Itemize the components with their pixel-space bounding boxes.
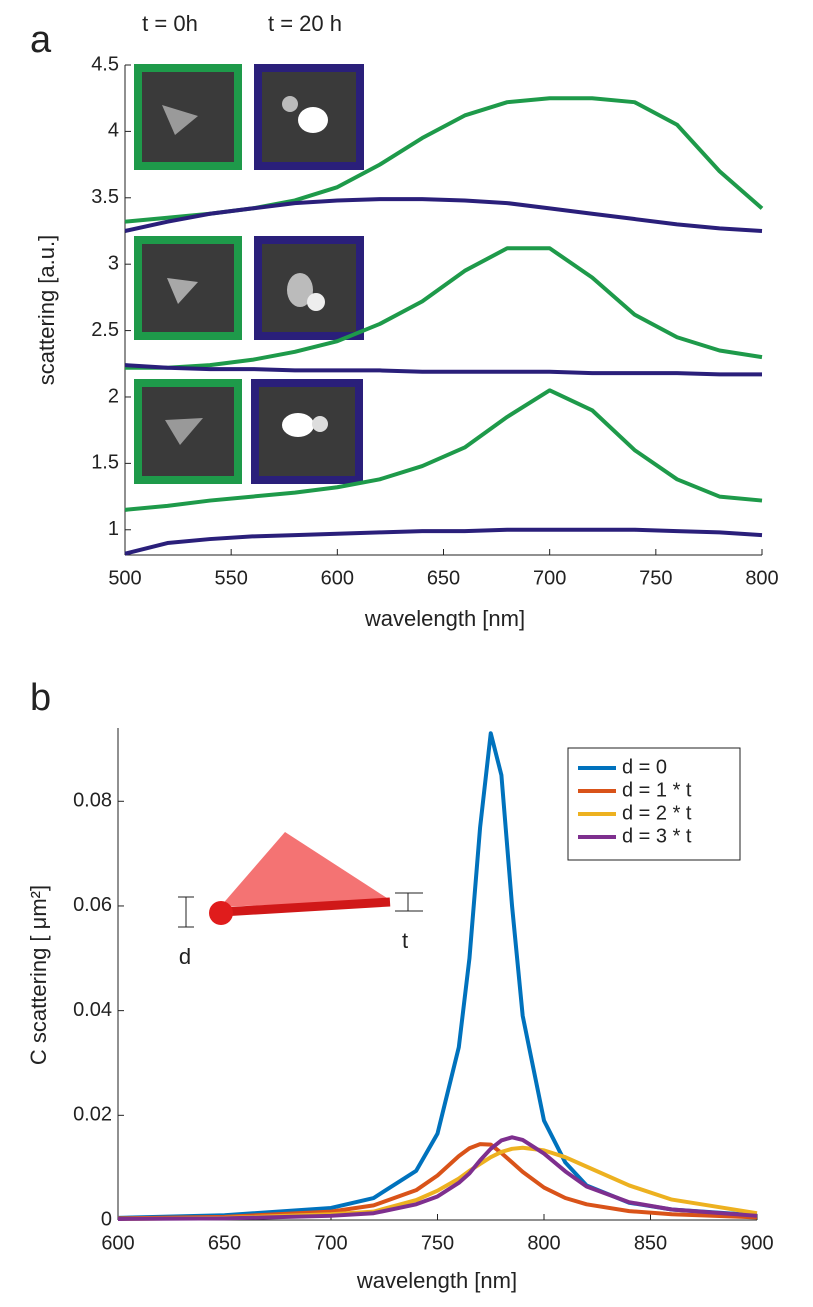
- y-tick-label: 0.06: [73, 894, 112, 916]
- particle: [282, 413, 314, 437]
- t-bracket: [395, 892, 423, 912]
- particle: [165, 418, 203, 445]
- x-tick-label: 750: [421, 1232, 454, 1254]
- x-tick-label: 500: [108, 567, 141, 589]
- line-series: [117, 1135, 758, 1221]
- inset-row: [134, 236, 364, 340]
- panel-label: a: [30, 19, 52, 61]
- annotation: d: [179, 944, 191, 969]
- x-tick-label: 700: [314, 1232, 347, 1254]
- y-tick-label: 0: [101, 1208, 112, 1230]
- line-series: [124, 363, 762, 377]
- line-series: [124, 527, 763, 556]
- legend-label: d = 2 * t: [622, 802, 692, 824]
- annotation: t = 0h: [142, 11, 198, 36]
- x-tick-label: 600: [101, 1232, 134, 1254]
- particle: [282, 96, 298, 112]
- x-tick-label: 650: [427, 567, 460, 589]
- legend-label: d = 3 * t: [622, 825, 692, 847]
- y-tick-label: 0.02: [73, 1104, 112, 1126]
- x-tick-label: 650: [208, 1232, 241, 1254]
- line-series: [124, 388, 763, 512]
- particle: [312, 416, 328, 432]
- line-series: [125, 246, 763, 370]
- y-tick-label: 4.5: [91, 53, 119, 75]
- annotation: t: [402, 928, 408, 953]
- panel-label: b: [30, 677, 51, 719]
- y-tick-label: 1: [108, 518, 119, 540]
- afm-image: [134, 379, 242, 484]
- y-tick-label: 3.5: [91, 186, 119, 208]
- x-tick-label: 750: [639, 567, 672, 589]
- x-tick-label: 800: [745, 567, 778, 589]
- y-tick-label: 4: [108, 120, 119, 142]
- y-tick-label: 1.5: [91, 452, 119, 474]
- x-tick-label: 900: [740, 1232, 773, 1254]
- nanoparticle-diagram: [178, 832, 423, 928]
- y-tick-label: 0.04: [73, 999, 112, 1021]
- edge: [221, 897, 391, 917]
- particle: [307, 293, 325, 311]
- particle: [298, 107, 328, 133]
- y-tick-label: 0.08: [73, 790, 112, 812]
- y-axis-label: C scattering [ μm²]: [26, 885, 51, 1065]
- particle: [162, 105, 198, 135]
- particle: [287, 273, 313, 307]
- legend-label: d = 1 * t: [622, 779, 692, 801]
- x-axis-label: wavelength [nm]: [364, 606, 525, 631]
- x-tick-label: 600: [321, 567, 354, 589]
- sphere: [209, 901, 233, 925]
- annotation: t = 20 h: [268, 11, 342, 36]
- x-tick-label: 550: [214, 567, 247, 589]
- x-tick-label: 700: [533, 567, 566, 589]
- line-series: [124, 197, 763, 233]
- afm-image: [134, 236, 242, 340]
- y-tick-label: 3: [108, 252, 119, 274]
- legend-label: d = 0: [622, 756, 667, 778]
- x-tick-label: 800: [527, 1232, 560, 1254]
- y-axis-label: scattering [a.u.]: [34, 235, 59, 385]
- x-axis-label: wavelength [nm]: [356, 1268, 517, 1293]
- line-series: [117, 1142, 758, 1221]
- afm-image: [134, 64, 242, 170]
- x-tick-label: 850: [634, 1232, 667, 1254]
- triangle: [220, 832, 390, 907]
- inset-row: [134, 379, 363, 484]
- insets: [134, 64, 364, 484]
- inset-row: [134, 64, 364, 170]
- y-tick-label: 2.5: [91, 319, 119, 341]
- d-bracket: [178, 896, 194, 928]
- particle: [167, 278, 198, 304]
- y-tick-label: 2: [108, 385, 119, 407]
